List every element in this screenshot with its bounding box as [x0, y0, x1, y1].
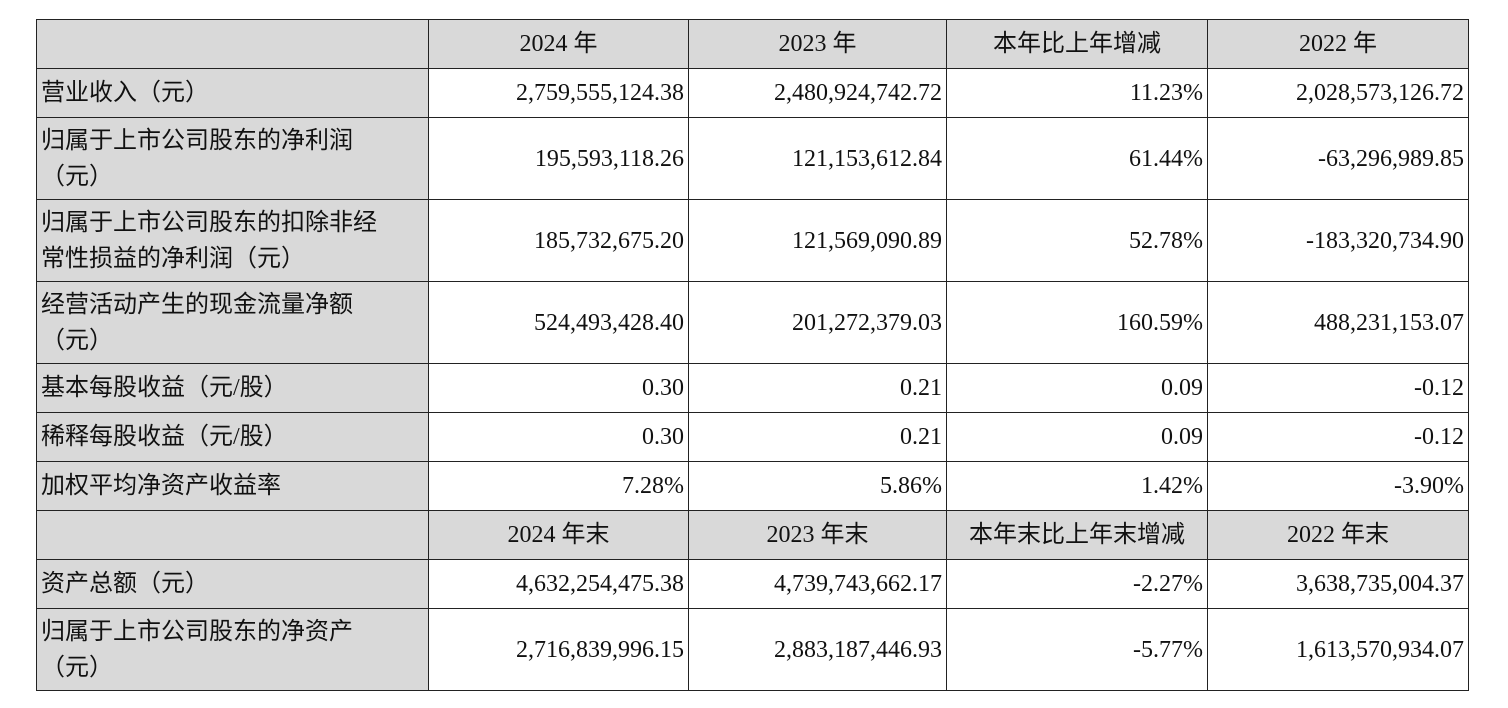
value-cell: -183,320,734.90 — [1207, 199, 1469, 282]
value-cell: 7.28% — [428, 461, 689, 511]
value-cell: 2,716,839,996.15 — [428, 608, 689, 691]
value-cell: 488,231,153.07 — [1207, 281, 1469, 364]
data-row: 营业收入（元） 2,759,555,124.38 2,480,924,742.72 1… — [36, 68, 1469, 118]
row-label: 归属于上市公司股东的净利润 （元） — [36, 117, 429, 200]
header-cell: 本年末比上年末增减 — [946, 510, 1208, 560]
data-row: 归属于上市公司股东的净资产 （元） 2,716,839,996.15 2,883,1… — [36, 608, 1469, 691]
value-cell: 4,739,743,662.17 — [688, 559, 947, 609]
value-cell: 0.09 — [946, 412, 1208, 462]
value-cell: 2,883,187,446.93 — [688, 608, 947, 691]
data-row: 归属于上市公司股东的扣除非经 常性损益的净利润（元） 185,732,675.20… — [36, 199, 1469, 282]
value-cell: 61.44% — [946, 117, 1208, 200]
row-label: 加权平均净资产收益率 — [36, 461, 429, 511]
value-cell: -5.77% — [946, 608, 1208, 691]
value-cell: 0.21 — [688, 363, 947, 413]
header-cell: 2022 年末 — [1207, 510, 1469, 560]
header-cell: 本年比上年增减 — [946, 19, 1208, 69]
header-cell: 2022 年 — [1207, 19, 1469, 69]
data-row: 归属于上市公司股东的净利润 （元） 195,593,118.26 121,153,6… — [36, 117, 1469, 200]
header-cell: 2024 年末 — [428, 510, 689, 560]
header-row: 2024 年 2023 年本年比上年增减 2022 年 — [36, 19, 1469, 69]
row-label: 经营活动产生的现金流量净额 （元） — [36, 281, 429, 364]
table-body: 2024 年 2023 年本年比上年增减 2022 年营业收入（元） 2,759,55… — [36, 19, 1469, 691]
value-cell: 201,272,379.03 — [688, 281, 947, 364]
value-cell: 3,638,735,004.37 — [1207, 559, 1469, 609]
value-cell: 121,569,090.89 — [688, 199, 947, 282]
value-cell: 0.09 — [946, 363, 1208, 413]
data-row: 经营活动产生的现金流量净额 （元） 524,493,428.40 201,272,3… — [36, 281, 1469, 364]
value-cell: 2,480,924,742.72 — [688, 68, 947, 118]
row-label: 资产总额（元） — [36, 559, 429, 609]
value-cell: 121,153,612.84 — [688, 117, 947, 200]
value-cell: 0.30 — [428, 363, 689, 413]
value-cell: -2.27% — [946, 559, 1208, 609]
value-cell: 2,028,573,126.72 — [1207, 68, 1469, 118]
row-label: 营业收入（元） — [36, 68, 429, 118]
value-cell: 2,759,555,124.38 — [428, 68, 689, 118]
header-row: 2024 年末 2023 年末 本年末比上年末增减 2022 年末 — [36, 510, 1469, 560]
value-cell: 11.23% — [946, 68, 1208, 118]
data-row: 加权平均净资产收益率 7.28% 5.86% 1.42% -3.90% — [36, 461, 1469, 511]
row-label: 归属于上市公司股东的净资产 （元） — [36, 608, 429, 691]
value-cell: 524,493,428.40 — [428, 281, 689, 364]
value-cell: -0.12 — [1207, 363, 1469, 413]
value-cell: 0.30 — [428, 412, 689, 462]
header-cell — [36, 19, 429, 69]
financial-table: 2024 年 2023 年本年比上年增减 2022 年营业收入（元） 2,759,55… — [36, 19, 1469, 691]
data-row: 稀释每股收益（元/股） 0.30 0.21 0.09 -0.12 — [36, 412, 1469, 462]
row-label: 归属于上市公司股东的扣除非经 常性损益的净利润（元） — [36, 199, 429, 282]
value-cell: 1.42% — [946, 461, 1208, 511]
data-row: 资产总额（元） 4,632,254,475.38 4,739,743,662.17-… — [36, 559, 1469, 609]
header-cell: 2023 年 — [688, 19, 947, 69]
value-cell: 52.78% — [946, 199, 1208, 282]
value-cell: -3.90% — [1207, 461, 1469, 511]
value-cell: 5.86% — [688, 461, 947, 511]
value-cell: 1,613,570,934.07 — [1207, 608, 1469, 691]
value-cell: -0.12 — [1207, 412, 1469, 462]
header-cell: 2024 年 — [428, 19, 689, 69]
value-cell: 185,732,675.20 — [428, 199, 689, 282]
value-cell: 160.59% — [946, 281, 1208, 364]
value-cell: 4,632,254,475.38 — [428, 559, 689, 609]
row-label: 基本每股收益（元/股） — [36, 363, 429, 413]
header-cell — [36, 510, 429, 560]
data-row: 基本每股收益（元/股） 0.30 0.21 0.09 -0.12 — [36, 363, 1469, 413]
row-label: 稀释每股收益（元/股） — [36, 412, 429, 462]
value-cell: 0.21 — [688, 412, 947, 462]
value-cell: -63,296,989.85 — [1207, 117, 1469, 200]
value-cell: 195,593,118.26 — [428, 117, 689, 200]
header-cell: 2023 年末 — [688, 510, 947, 560]
